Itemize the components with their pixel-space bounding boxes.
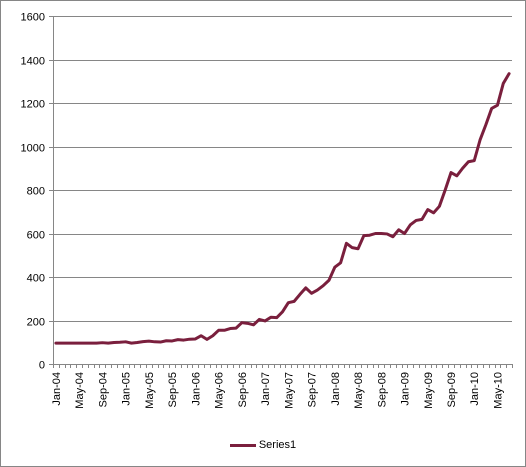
y-tick-label-1000: 1000 — [21, 143, 45, 155]
legend: Series1 — [0, 435, 526, 455]
x-tick-label-Sep-06: Sep-06 — [237, 372, 249, 407]
x-axis-tick-labels: Jan-04 May-04 Sep-04 Jan-05 May-05 Sep-05 Jan-… — [51, 372, 505, 409]
x-tick-label-May-04: May-04 — [74, 372, 86, 409]
x-tick-label-Jan-08: Jan-08 — [330, 372, 342, 406]
y-tick-label-200: 200 — [27, 317, 45, 329]
x-tick-label-May-08: May-08 — [353, 372, 365, 409]
y-tick-label-1200: 1200 — [21, 99, 45, 111]
x-tick-label-May-09: May-09 — [423, 372, 435, 409]
legend-swatch-series1 — [229, 443, 256, 447]
x-tick-label-Jan-07: Jan-07 — [260, 372, 272, 406]
y-tick-label-0: 0 — [39, 360, 45, 372]
series-layer — [54, 72, 511, 345]
y-axis-tick-labels: 0 200 400 600 800 1000 1200 1400 1600 — [21, 12, 45, 372]
legend-label-series1: Series1 — [258, 439, 297, 451]
x-tick-label-Sep-04: Sep-04 — [97, 372, 109, 407]
x-tick-label-Jan-10: Jan-10 — [469, 372, 481, 406]
x-tick-label-Jan-05: Jan-05 — [121, 372, 133, 406]
x-tick-label-May-05: May-05 — [144, 372, 156, 409]
x-tick-label-Sep-07: Sep-07 — [307, 372, 319, 407]
y-tick-label-800: 800 — [27, 186, 45, 198]
x-tick-label-Sep-05: Sep-05 — [167, 372, 179, 407]
y-tick-label-1400: 1400 — [21, 56, 45, 68]
gridlines — [53, 16, 512, 322]
axes — [49, 16, 513, 368]
x-tick-label-May-07: May-07 — [283, 372, 295, 409]
series-line-series1 — [54, 72, 511, 345]
x-tick-label-Sep-08: Sep-08 — [376, 372, 388, 407]
y-tick-label-1600: 1600 — [21, 12, 45, 24]
y-tick-label-600: 600 — [27, 230, 45, 242]
x-tick-label-Jan-04: Jan-04 — [51, 372, 63, 406]
y-tick-label-400: 400 — [27, 273, 45, 285]
x-tick-label-Jan-06: Jan-06 — [190, 372, 202, 406]
x-tick-label-May-10: May-10 — [492, 372, 504, 409]
x-tick-label-Sep-09: Sep-09 — [446, 372, 458, 407]
x-tick-label-May-06: May-06 — [214, 372, 226, 409]
x-tick-label-Jan-09: Jan-09 — [400, 372, 412, 406]
